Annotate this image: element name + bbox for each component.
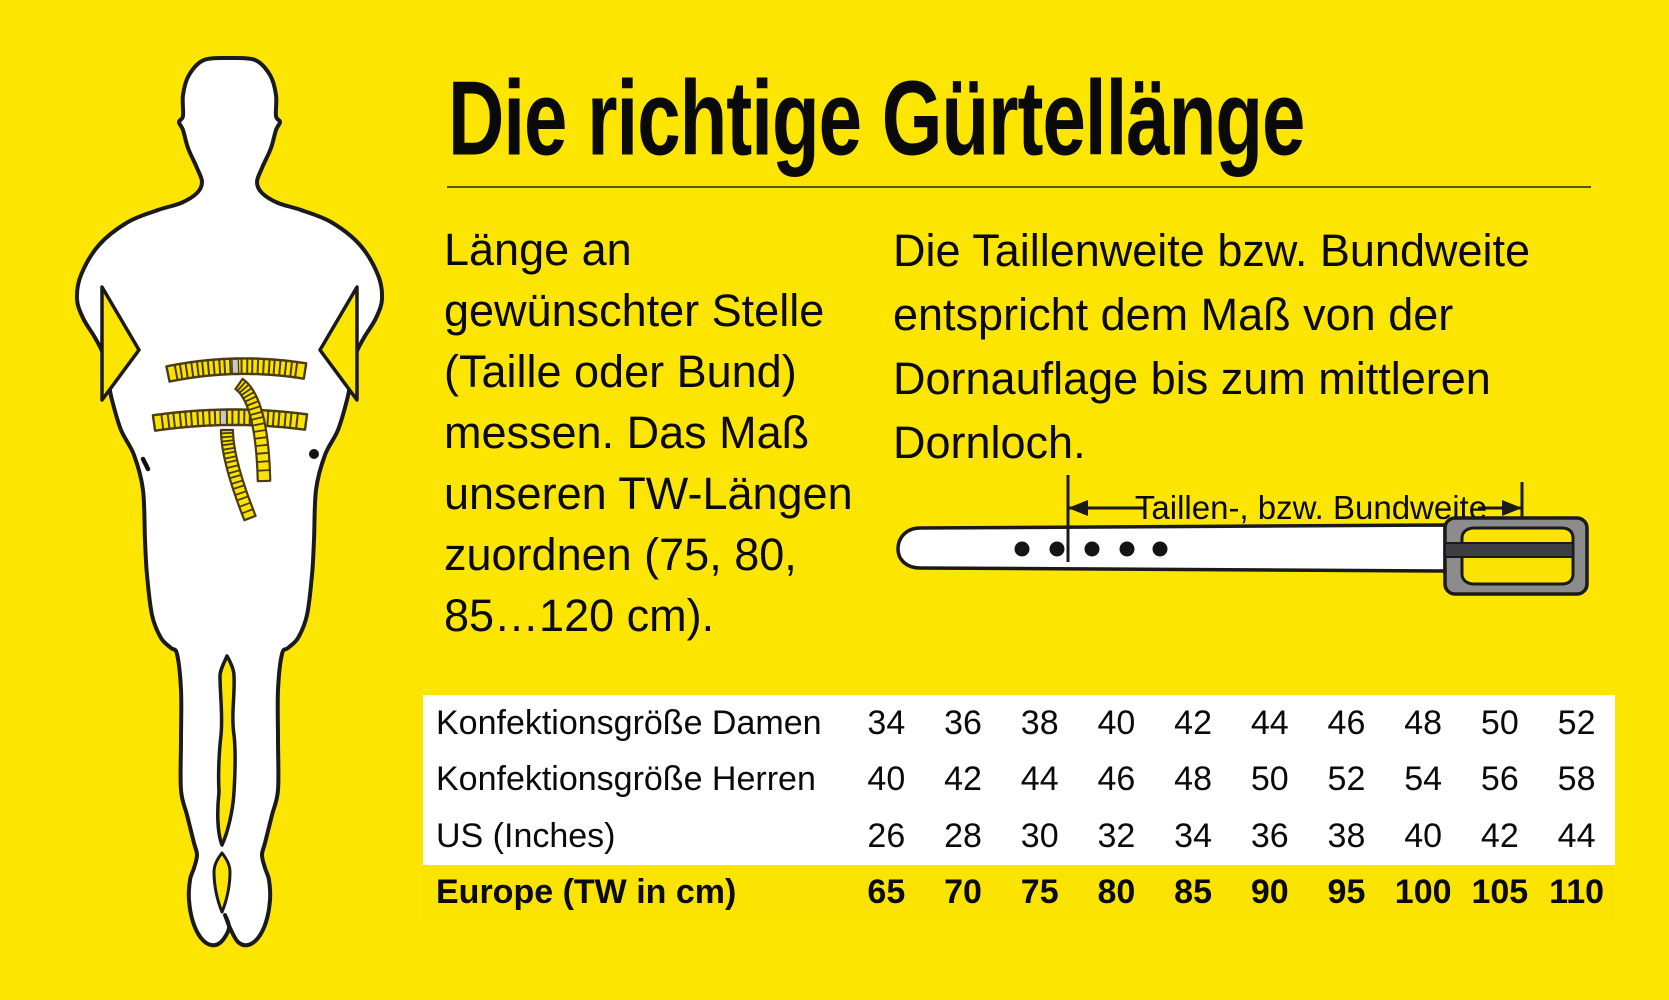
svg-text:Taillen-, bzw. Bundweite: Taillen-, bzw. Bundweite — [1135, 489, 1487, 526]
